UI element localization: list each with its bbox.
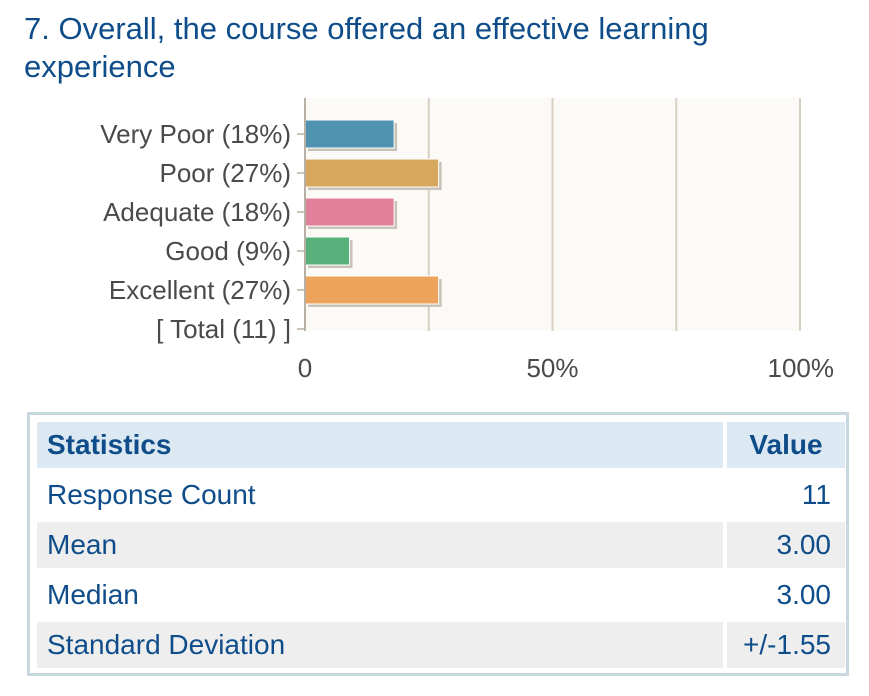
x-tick-label-0: 0 xyxy=(298,353,312,383)
table-row: Response Count 11 xyxy=(37,472,845,518)
response-count-label: Response Count xyxy=(47,479,256,510)
bar-poor xyxy=(304,158,440,188)
category-labels: Very Poor (18%) Poor (27%) Adequate (18%) G… xyxy=(100,119,305,344)
bar-adequate xyxy=(304,197,395,227)
statistics-table: Statistics Value Response Count 11 Mean … xyxy=(27,412,849,676)
response-count-value: 11 xyxy=(801,479,831,510)
median-label: Median xyxy=(47,579,139,610)
statistics-header-label: Statistics xyxy=(37,422,723,468)
table-row: Median 3.00 xyxy=(37,572,845,618)
bar-good xyxy=(304,236,351,266)
question-title: 7. Overall, the course offered an effect… xyxy=(24,11,709,84)
category-label-poor: Poor (27%) xyxy=(160,158,292,188)
category-label-total: [ Total (11) ] xyxy=(156,314,291,344)
standard-deviation-value: +/-1.55 xyxy=(727,622,845,668)
x-tick-label-50: 50% xyxy=(526,353,578,383)
median-value: 3.00 xyxy=(776,579,832,610)
table-row: Mean 3.00 xyxy=(37,522,845,568)
bars xyxy=(304,119,442,307)
category-label-good: Good (9%) xyxy=(165,236,291,266)
standard-deviation-label: Standard Deviation xyxy=(37,622,723,668)
category-label-very-poor: Very Poor (18%) xyxy=(100,119,291,149)
response-bar-chart: Very Poor (18%) Poor (27%) Adequate (18%) G… xyxy=(100,98,834,383)
bar-very-poor xyxy=(304,119,395,149)
mean-label: Mean xyxy=(37,522,723,568)
mean-value: 3.00 xyxy=(727,522,845,568)
bar-excellent xyxy=(304,275,440,305)
category-label-adequate: Adequate (18%) xyxy=(103,197,291,227)
x-tick-labels: 0 50% 100% xyxy=(298,353,834,383)
x-tick-label-100: 100% xyxy=(768,353,835,383)
statistics-header-row: Statistics Value xyxy=(37,422,845,468)
value-header-label: Value xyxy=(727,422,845,468)
category-label-excellent: Excellent (27%) xyxy=(109,275,291,305)
table-row: Standard Deviation +/-1.55 xyxy=(37,622,845,668)
